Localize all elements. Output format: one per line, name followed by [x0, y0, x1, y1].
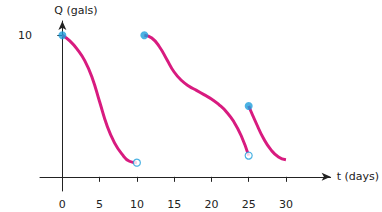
svg-text:t (days): t (days)	[337, 170, 379, 183]
svg-text:10: 10	[130, 198, 144, 211]
svg-text:10: 10	[18, 29, 32, 42]
svg-text:15: 15	[167, 198, 181, 211]
svg-text:0: 0	[59, 198, 66, 211]
svg-text:25: 25	[242, 198, 256, 211]
svg-text:5: 5	[96, 198, 103, 211]
svg-text:20: 20	[204, 198, 218, 211]
svg-text:30: 30	[279, 198, 293, 211]
svg-text:Q (gals): Q (gals)	[54, 4, 97, 17]
